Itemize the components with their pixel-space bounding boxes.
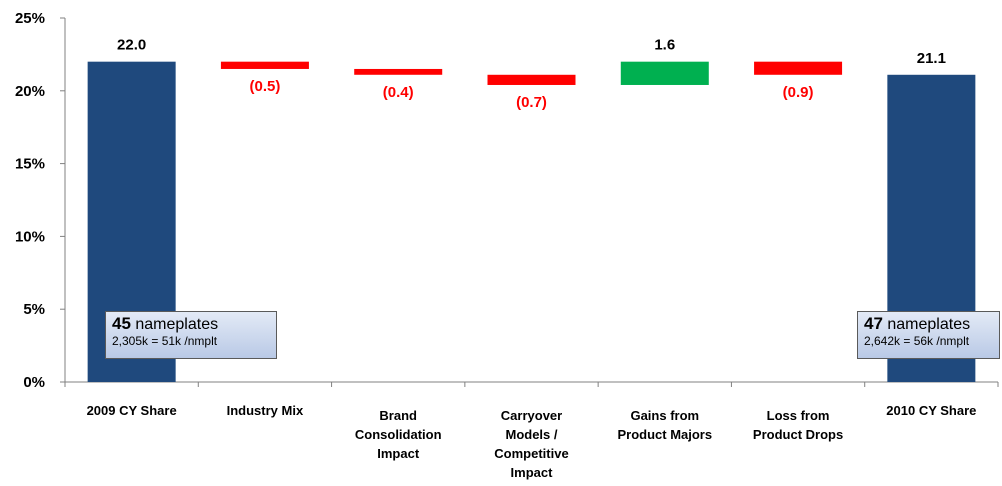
category-label: Models / [505, 427, 557, 442]
data-label: (0.7) [516, 94, 547, 111]
category-label: Loss from [767, 408, 830, 423]
category-label: Product Majors [617, 427, 712, 442]
data-label: (0.9) [783, 84, 814, 101]
y-tick-label: 20% [15, 83, 45, 100]
y-axis: 0% 5% 10% 15% 20% 25% [15, 10, 999, 391]
category-label: Carryover [501, 408, 562, 423]
callout-2009-line1: 45 nameplates [112, 315, 270, 334]
callout-2010-line1: 47 nameplates [864, 315, 993, 334]
data-labels: 22.0 (0.5) (0.4) (0.7) 1.6 (0.9) 21.1 [117, 37, 946, 111]
y-tick-label: 10% [15, 228, 45, 245]
category-label: Gains from [630, 408, 699, 423]
callout-2010-nameplates: 47 nameplates 2,642k = 56k /nmplt [857, 311, 1000, 359]
category-label: 2009 CY Share [87, 403, 177, 418]
data-label: (0.4) [383, 84, 414, 101]
data-label: (0.5) [250, 78, 281, 95]
callout-2009-nameplates: 45 nameplates 2,305k = 51k /nmplt [105, 311, 277, 359]
y-tick-label: 5% [23, 301, 45, 318]
callout-2009-detail: 2,305k = 51k /nmplt [112, 334, 218, 348]
y-tick-label: 25% [15, 10, 45, 27]
callout-2010-unit: nameplates [887, 316, 971, 333]
category-label: Product Drops [753, 427, 843, 442]
callout-2010-detail: 2,642k = 56k /nmplt [864, 334, 970, 348]
bar-decrease [220, 61, 309, 69]
callout-2009-count: 45 [112, 314, 131, 333]
category-label: Consolidation [355, 427, 442, 442]
bar-decrease [354, 68, 443, 75]
bar-increase [620, 61, 709, 85]
callout-2009-unit: nameplates [135, 316, 219, 333]
bar-decrease [487, 74, 576, 85]
category-label: Industry Mix [227, 403, 304, 418]
data-label: 21.1 [917, 50, 946, 67]
category-label: 2010 CY Share [886, 403, 976, 418]
bar-decrease [754, 61, 843, 75]
y-tick-label: 0% [23, 374, 45, 391]
data-label: 1.6 [654, 37, 675, 54]
callout-2010-count: 47 [864, 314, 883, 333]
category-label: Brand [379, 408, 417, 423]
x-axis-labels: 2009 CY Share Industry Mix Brand Consolidat… [87, 403, 977, 480]
data-label: 22.0 [117, 37, 146, 54]
category-label: Impact [377, 446, 420, 461]
category-label: Competitive [494, 446, 568, 461]
category-label: Impact [511, 465, 554, 480]
y-tick-label: 15% [15, 156, 45, 173]
